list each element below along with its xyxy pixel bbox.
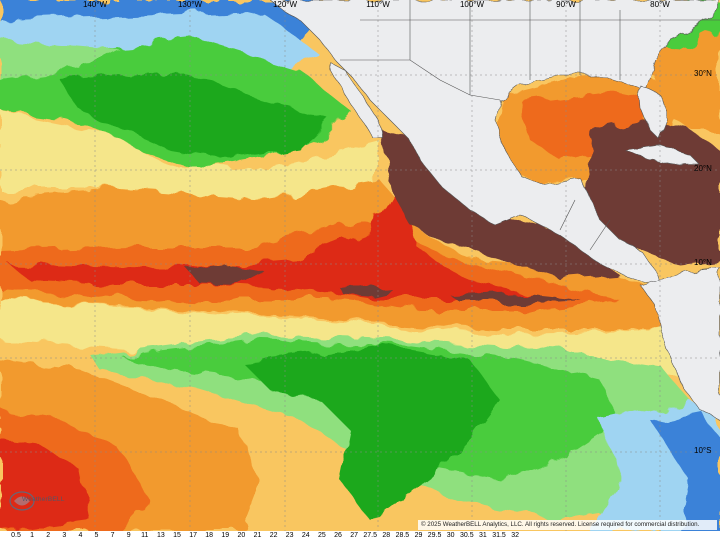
lon-label-90w: 90°W [556, 0, 576, 9]
colorbar-tick: 30.5 [459, 532, 474, 539]
lon-label-130w: 130°W [177, 0, 203, 9]
weatherbell-logo: WeatherBELL [8, 486, 72, 516]
lon-label-120w: 120°W [272, 0, 298, 9]
colorbar-tick: 24 [301, 532, 310, 539]
lat-label-30n: 30°N [694, 69, 712, 78]
colorbar-tick: 25 [317, 532, 326, 539]
colorbar-tick: 27.5 [363, 532, 377, 539]
colorbar-tick: 29.5 [427, 532, 442, 539]
land-baja-california [329, 61, 386, 141]
colorbar-tick: 20 [237, 532, 246, 539]
copyright-notice: © 2025 WeatherBELL Analytics, LLC. All r… [418, 520, 717, 530]
colorbar-tick: 19 [221, 532, 230, 539]
colorbar-tick: 32 [511, 532, 519, 539]
sst-brown-spot-3 [450, 292, 580, 302]
sst-yellow-north [0, 110, 380, 200]
colorbar-tick: 11 [141, 532, 149, 539]
lat-label-10n: 10°N [694, 258, 712, 267]
colorbar-tick: 1 [30, 532, 35, 539]
colorbar-tick: 31.5 [492, 532, 506, 539]
colorbar-tick: 2 [46, 532, 51, 539]
colorbar-tick: 30 [446, 532, 455, 539]
colorbar-tick: 17 [189, 532, 197, 539]
colorbar-tick: 21 [253, 532, 262, 539]
sst-brown-spot-2 [340, 284, 395, 298]
lat-label-10s: 10°S [694, 446, 712, 455]
lon-label-80w: 80°W [650, 0, 670, 9]
sst-brown-spot-1 [190, 266, 265, 285]
sst-red-sw [0, 440, 90, 532]
sst-dark-green-north [60, 70, 330, 160]
sst-blue-south [650, 410, 720, 532]
lon-label-140w: 140°W [82, 0, 108, 9]
lat-label-20n: 20°N [694, 164, 712, 173]
colorbar-tick: 22 [269, 532, 278, 539]
colorbar-tick: 3 [62, 532, 67, 539]
colorbar-tick: 5 [94, 532, 99, 539]
colorbar-tick: 23 [285, 532, 294, 539]
land-north-america [269, 0, 720, 286]
lon-label-100w: 100°W [459, 0, 485, 9]
colorbar-tick: 0.5 [11, 532, 21, 539]
sst-brown-mexico-coast [380, 130, 620, 280]
colorbar-tick: 28.5 [395, 532, 410, 539]
colorbar-tick: 18 [205, 532, 214, 539]
colorbar-tick: 31 [478, 532, 487, 539]
sst-dark-green-south [240, 345, 500, 520]
colorbar-tick: 26 [334, 532, 342, 539]
colorbar-tick: 27 [350, 532, 358, 539]
colorbar-tick: 4 [78, 532, 83, 539]
colorbar-tick: 7 [110, 532, 115, 539]
colorbar-tick: 9 [126, 532, 131, 539]
sst-light-green-north [0, 40, 120, 80]
colorbar-tick: 13 [156, 532, 165, 539]
colorbar-scale: 0.5 1 2 3 4 5 7 9 11 13 15 17 18 19 20 21 22 23 24 25 26 27 27… [0, 531, 720, 540]
colorbar-tick: 15 [173, 532, 181, 539]
lon-label-110w: 110°W [366, 0, 390, 9]
colorbar-tick: 28 [382, 532, 391, 539]
colorbar-tick: 29 [414, 532, 423, 539]
political-borders [340, 0, 720, 251]
logo-text: WeatherBELL [22, 496, 65, 503]
